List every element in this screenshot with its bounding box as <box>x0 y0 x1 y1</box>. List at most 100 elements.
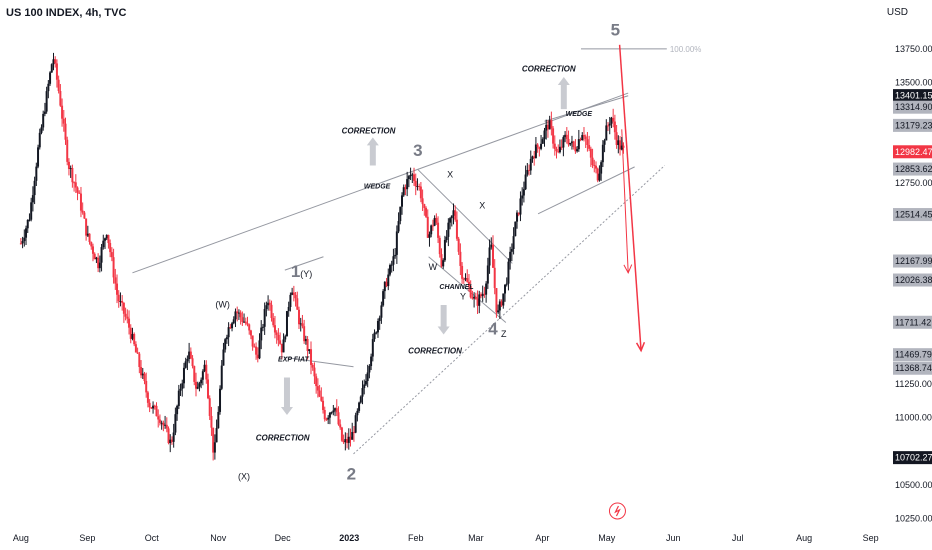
candle-body <box>531 156 534 159</box>
candle-body <box>574 147 577 152</box>
candle-body <box>232 319 235 324</box>
price-badge[interactable] <box>893 208 932 222</box>
wave-label: Y <box>460 292 466 302</box>
candle-body <box>213 442 216 453</box>
price-badge[interactable] <box>893 162 932 176</box>
small-wedge-lower-line[interactable] <box>537 166 635 215</box>
candle-body <box>490 244 493 248</box>
wave-label: (Y) <box>300 269 312 279</box>
price-badge[interactable] <box>893 89 932 103</box>
candle-body <box>376 321 379 333</box>
candle-body <box>579 139 582 141</box>
candle-body <box>246 323 249 325</box>
channel-upper-line[interactable] <box>417 169 513 264</box>
price-badge[interactable] <box>893 254 932 268</box>
candle-body <box>116 283 119 295</box>
candle-body <box>562 137 565 148</box>
candle-body <box>67 161 70 169</box>
candle-body <box>260 327 263 341</box>
price-badge[interactable] <box>893 348 932 362</box>
candle-body <box>493 267 496 289</box>
price-badge[interactable] <box>893 118 932 132</box>
candle-body <box>404 187 407 190</box>
correction-arrow-down[interactable] <box>280 377 293 416</box>
candle-body <box>548 120 551 130</box>
candle-body <box>358 402 361 411</box>
candle-body <box>157 416 160 420</box>
candle-body <box>347 436 350 443</box>
wedge-lower-trendline[interactable] <box>353 165 666 455</box>
price-badge[interactable] <box>893 451 932 465</box>
time-tick-label: Jul <box>732 533 744 543</box>
time-tick-label: Jun <box>666 533 681 543</box>
forecast-arrow-secondary[interactable] <box>621 129 629 273</box>
candle-body <box>522 189 525 196</box>
wave-label: 2 <box>347 464 356 483</box>
candle-body <box>176 405 179 415</box>
candle-body <box>440 254 443 267</box>
candle-body <box>368 366 371 373</box>
correction-arrow-up[interactable] <box>366 137 379 166</box>
candle-body <box>315 376 318 387</box>
candle-body <box>570 141 573 143</box>
candle-body <box>390 264 393 266</box>
candle-body <box>30 202 33 220</box>
price-badge-label: 11469.79 <box>895 350 932 360</box>
candle-body <box>52 59 55 65</box>
forecast-arrow-main[interactable] <box>618 44 642 351</box>
exp-flat-upper-line[interactable] <box>284 256 324 271</box>
correction-arrow-up-top[interactable] <box>557 76 570 110</box>
price-badge[interactable] <box>893 145 932 159</box>
candle-body <box>64 123 67 140</box>
candle-body <box>469 286 472 298</box>
candle-body <box>328 412 331 418</box>
candle-body <box>265 305 268 309</box>
candle-body <box>164 424 167 426</box>
candle-body <box>567 138 570 145</box>
candle-body <box>442 260 445 267</box>
price-badge[interactable] <box>893 273 932 287</box>
candle-body <box>488 247 491 266</box>
candle-body <box>462 278 465 280</box>
small-wedge-upper-line[interactable] <box>544 95 629 122</box>
candle-body <box>105 234 108 239</box>
candle-body <box>507 261 510 284</box>
candle-body <box>189 351 192 359</box>
price-badge[interactable] <box>893 315 932 329</box>
candle-body <box>19 243 22 245</box>
exp-flat-lower-line[interactable] <box>284 356 354 368</box>
candle-body <box>42 113 45 128</box>
candle-body <box>193 366 196 382</box>
candle-body <box>416 186 419 188</box>
forecast-arrow-secondary-head <box>623 264 633 274</box>
price-badge-label: 10702.27 <box>895 453 932 463</box>
correction-arrow-down-channel[interactable] <box>437 305 450 335</box>
candle-body <box>241 317 244 322</box>
candle-body <box>172 432 175 442</box>
candle-body <box>112 257 115 278</box>
candle-body <box>430 225 433 235</box>
candle-body <box>517 212 520 215</box>
price-badge[interactable] <box>893 361 932 375</box>
candle-body <box>380 305 383 318</box>
candle-body <box>464 278 467 280</box>
time-tick-label: Aug <box>796 533 812 543</box>
wedge-upper-trendline[interactable] <box>132 92 629 274</box>
candle-body <box>323 410 326 420</box>
pattern-label: WEDGE <box>364 183 391 190</box>
candle-body <box>244 321 247 324</box>
candle-body <box>510 248 513 252</box>
candle-body <box>610 117 613 124</box>
time-tick-label: Apr <box>535 533 549 543</box>
candle-body <box>88 233 91 243</box>
price-badge[interactable] <box>893 100 932 114</box>
candle-body <box>349 436 352 440</box>
candle-body <box>409 175 412 177</box>
candle-body <box>79 193 82 211</box>
candle-body <box>121 301 124 303</box>
candle-body <box>256 354 259 359</box>
candle-body <box>194 381 197 389</box>
time-tick-label: May <box>598 533 616 543</box>
candle-body <box>237 312 240 314</box>
